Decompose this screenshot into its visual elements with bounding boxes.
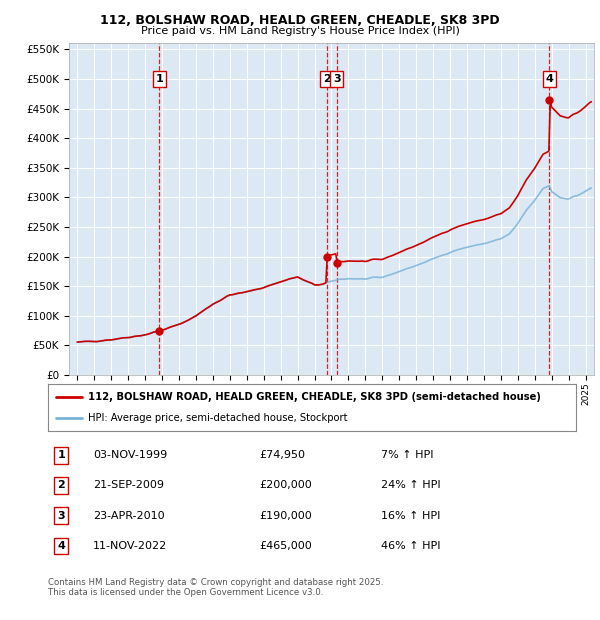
Text: 1: 1 (58, 450, 65, 460)
Text: 7% ↑ HPI: 7% ↑ HPI (380, 450, 433, 460)
Text: 2: 2 (323, 74, 331, 84)
Text: 3: 3 (58, 511, 65, 521)
Text: 4: 4 (57, 541, 65, 551)
Text: HPI: Average price, semi-detached house, Stockport: HPI: Average price, semi-detached house,… (88, 414, 347, 423)
Text: 16% ↑ HPI: 16% ↑ HPI (380, 511, 440, 521)
Text: 2: 2 (58, 480, 65, 490)
Text: £200,000: £200,000 (259, 480, 312, 490)
Text: £74,950: £74,950 (259, 450, 305, 460)
Text: 1: 1 (155, 74, 163, 84)
Text: 4: 4 (545, 74, 553, 84)
Text: 3: 3 (333, 74, 341, 84)
Text: Contains HM Land Registry data © Crown copyright and database right 2025.
This d: Contains HM Land Registry data © Crown c… (48, 578, 383, 597)
Text: 23-APR-2010: 23-APR-2010 (93, 511, 164, 521)
Text: Price paid vs. HM Land Registry's House Price Index (HPI): Price paid vs. HM Land Registry's House … (140, 26, 460, 36)
Text: 03-NOV-1999: 03-NOV-1999 (93, 450, 167, 460)
Text: £465,000: £465,000 (259, 541, 312, 551)
Text: £190,000: £190,000 (259, 511, 312, 521)
Text: 112, BOLSHAW ROAD, HEALD GREEN, CHEADLE, SK8 3PD (semi-detached house): 112, BOLSHAW ROAD, HEALD GREEN, CHEADLE,… (88, 392, 541, 402)
Text: 112, BOLSHAW ROAD, HEALD GREEN, CHEADLE, SK8 3PD: 112, BOLSHAW ROAD, HEALD GREEN, CHEADLE,… (100, 14, 500, 27)
Text: 11-NOV-2022: 11-NOV-2022 (93, 541, 167, 551)
Text: 46% ↑ HPI: 46% ↑ HPI (380, 541, 440, 551)
Text: 21-SEP-2009: 21-SEP-2009 (93, 480, 164, 490)
Text: 24% ↑ HPI: 24% ↑ HPI (380, 480, 440, 490)
